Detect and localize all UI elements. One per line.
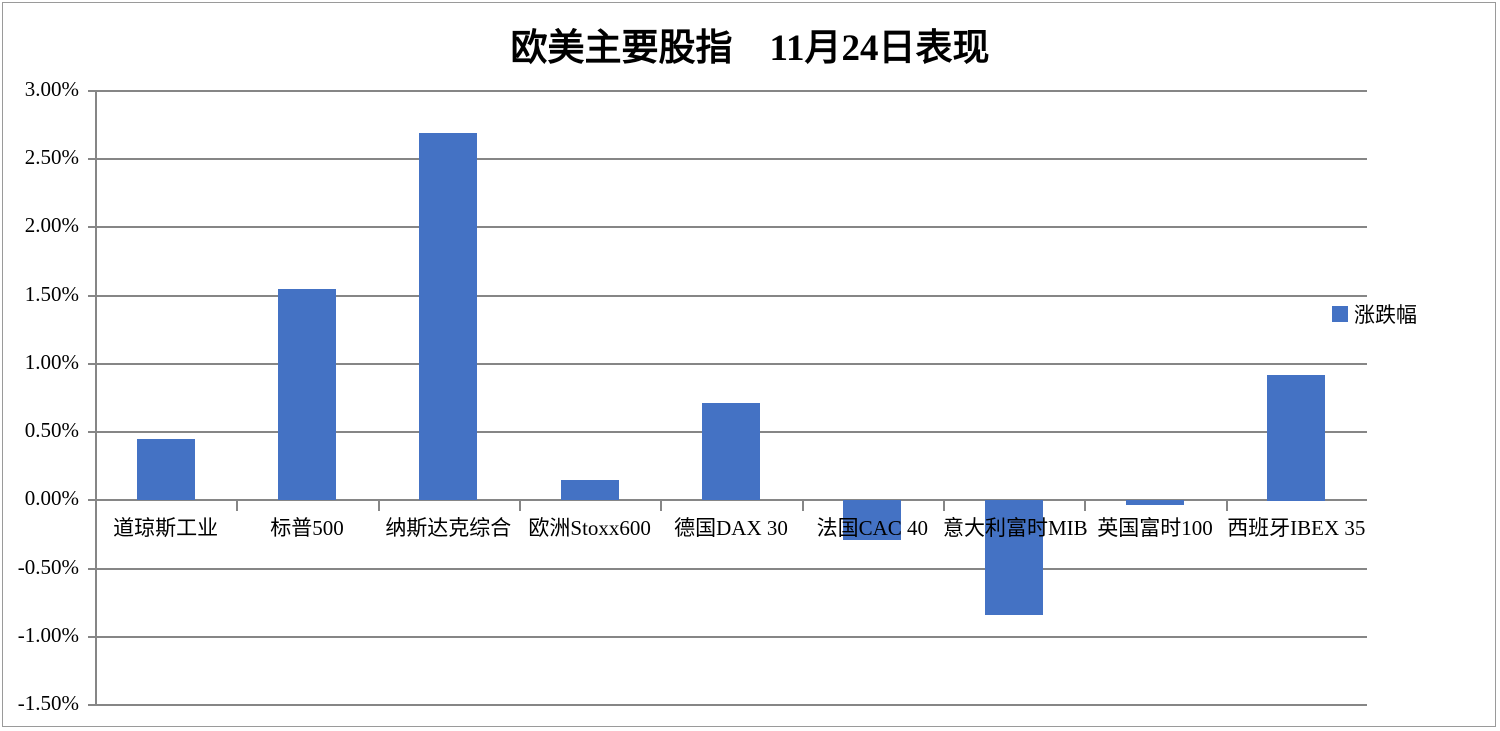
gridline	[95, 90, 1367, 92]
y-axis-tick	[88, 431, 95, 434]
x-axis-tick-label: 道琼斯工业	[113, 516, 219, 541]
gridline	[95, 362, 1367, 365]
y-axis-tick-label: 2.00%	[24, 213, 79, 238]
y-axis-tick	[88, 294, 95, 297]
y-axis-tick	[88, 567, 95, 570]
y-axis-tick-label: 3.00%	[24, 77, 79, 101]
y-axis-tick	[88, 90, 95, 92]
bar[interactable]	[137, 439, 195, 500]
gridline	[95, 499, 1367, 502]
y-axis-line	[95, 91, 97, 705]
x-axis-tick-label: 标普500	[270, 516, 344, 541]
y-axis-tick-label: -1.50%	[17, 691, 79, 715]
y-axis-tick-label: 0.50%	[24, 418, 79, 443]
y-axis-tick	[88, 226, 95, 229]
bar[interactable]	[419, 133, 477, 500]
chart-title: 欧美主要股指 11月24日表现	[510, 28, 990, 69]
y-axis-tick-label: -0.50%	[17, 554, 79, 579]
category-tick	[236, 500, 238, 511]
x-axis-tick-label: 意大利富时MIB	[943, 516, 1088, 541]
category-tick	[1084, 500, 1086, 511]
category-tick	[802, 500, 804, 511]
legend-swatch-icon	[1332, 306, 1348, 322]
bar[interactable]	[561, 480, 619, 500]
x-axis-tick-label: 纳斯达克综合	[385, 516, 512, 541]
gridline	[95, 704, 1367, 706]
y-axis-tick	[88, 158, 95, 161]
y-axis-tick-label: 1.50%	[24, 281, 79, 306]
category-tick	[378, 500, 380, 511]
bar[interactable]	[1126, 500, 1184, 505]
category-tick	[943, 500, 945, 511]
y-axis-tick-label: 2.50%	[24, 145, 79, 170]
gridline	[95, 158, 1367, 161]
x-axis-tick-label: 欧洲Stoxx600	[528, 516, 651, 541]
bar[interactable]	[702, 403, 760, 500]
y-axis-tick-label: 1.00%	[24, 349, 79, 374]
x-axis-tick-label: 法国CAC 40	[816, 516, 929, 541]
y-axis-tick-label: -1.00%	[17, 622, 79, 647]
y-axis-tick	[88, 362, 95, 365]
bar[interactable]	[1267, 375, 1325, 501]
bar[interactable]	[843, 500, 901, 540]
legend-label: 涨跌幅	[1354, 303, 1417, 327]
gridline	[95, 635, 1367, 638]
x-axis-tick-label: 英国富时100	[1097, 516, 1213, 541]
gridline	[95, 226, 1367, 229]
gridline	[95, 567, 1367, 570]
gridline	[95, 294, 1367, 297]
plot-area	[95, 90, 1367, 706]
y-axis-tick	[88, 635, 95, 638]
y-axis-tick-label: 0.00%	[24, 486, 79, 511]
bar[interactable]	[278, 289, 336, 500]
y-axis-tick	[88, 499, 95, 502]
category-tick	[660, 500, 662, 511]
x-axis-tick-label: 德国DAX 30	[674, 516, 788, 541]
bar[interactable]	[985, 500, 1043, 615]
x-axis-tick-label: 西班牙IBEX 35	[1227, 516, 1366, 541]
category-tick	[1226, 500, 1228, 511]
y-axis-tick	[88, 704, 95, 706]
chart-legend[interactable]: 涨跌幅	[1332, 299, 1417, 329]
category-tick	[519, 500, 521, 511]
